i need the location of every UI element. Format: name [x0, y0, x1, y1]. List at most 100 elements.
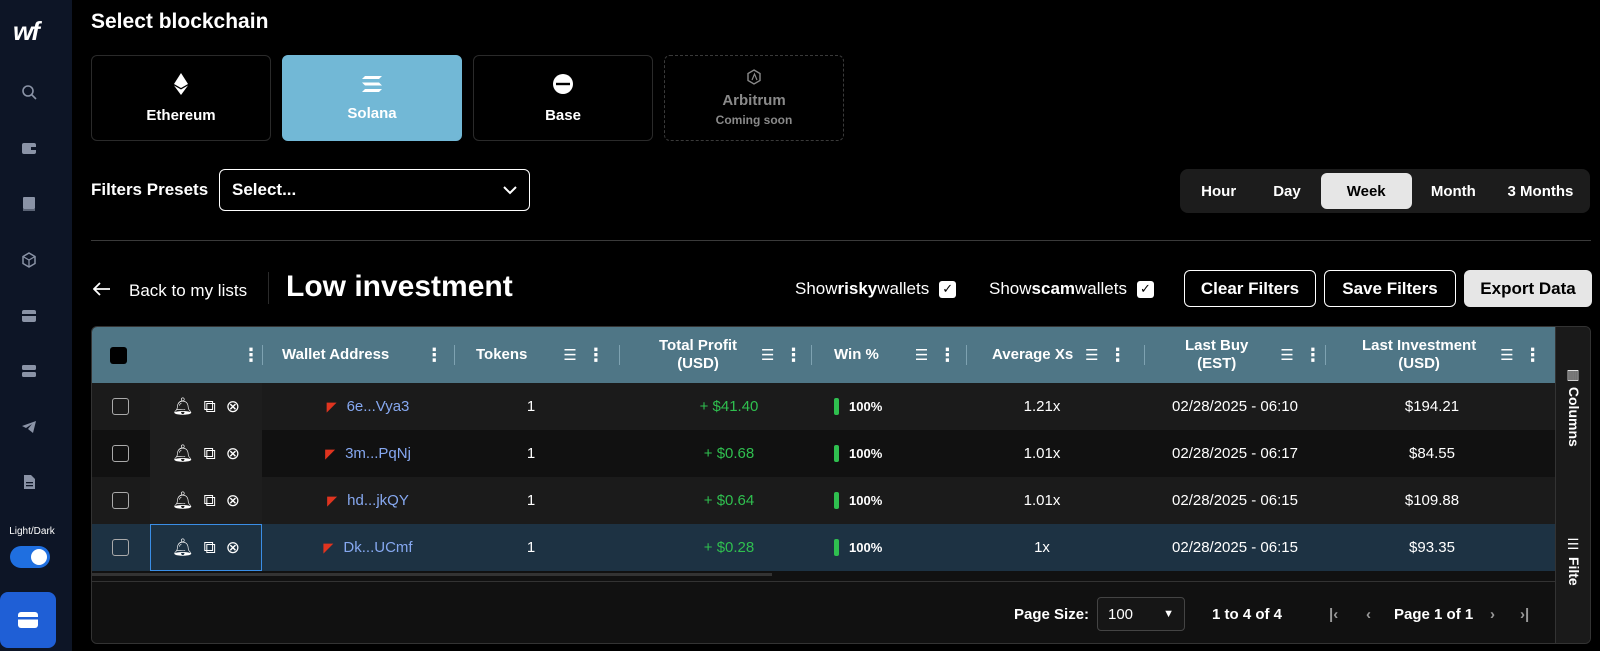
chain-card-ethereum[interactable]: Ethereum — [91, 55, 271, 141]
list-title: Low investment — [286, 270, 513, 303]
wallet-address[interactable]: hd...jkQY — [347, 492, 409, 509]
horizontal-scrollbar[interactable] — [92, 573, 772, 576]
header-last-buy[interactable]: Last Buy (EST) ☰ ⋮ — [1185, 327, 1322, 383]
filter-icon[interactable]: ☰ — [1085, 347, 1099, 364]
clear-filters-button[interactable]: Clear Filters — [1184, 270, 1316, 307]
kebab-icon[interactable]: ⋮ — [1108, 344, 1127, 365]
header-last-investment[interactable]: Last Investment (USD) ☰ ⋮ — [1362, 327, 1542, 383]
wallet-address[interactable]: 3m...PqNj — [345, 445, 411, 462]
bell-icon[interactable]: 🔔︎ — [172, 537, 194, 557]
remove-icon[interactable]: ⊗ — [225, 537, 240, 557]
row-checkbox[interactable] — [110, 524, 130, 571]
row-actions: 🔔︎ ⧉ ⊗ — [150, 430, 262, 477]
table-row[interactable]: 🔔︎ ⧉ ⊗ ◤ 3m...PqNj 1 + $0.68 100% 1.01x 02/… — [92, 430, 1555, 477]
risky-checkbox[interactable]: ✓ — [939, 280, 957, 298]
copy-icon[interactable]: ⧉ — [203, 537, 216, 557]
last-page-icon[interactable]: ›| — [1520, 605, 1530, 623]
telegram-icon[interactable] — [18, 416, 40, 438]
time-option-hour[interactable]: Hour — [1201, 182, 1237, 200]
header-wallet-address[interactable]: Wallet Address ⋮ — [282, 327, 443, 383]
page-size-select[interactable]: 100 ▼ — [1097, 597, 1185, 631]
header-average-xs[interactable]: Average Xs ☰ ⋮ — [992, 327, 1127, 383]
first-page-icon[interactable]: |‹ — [1329, 605, 1339, 623]
kebab-icon[interactable]: ⋮ — [1303, 344, 1322, 365]
kebab-icon[interactable]: ⋮ — [425, 344, 444, 365]
table-row[interactable]: 🔔︎ ⧉ ⊗ ◤ 6e...Vya3 1 + $41.40 100% 1.21x 02… — [92, 383, 1555, 430]
wallet-address[interactable]: 6e...Vya3 — [346, 398, 410, 415]
remove-icon[interactable]: ⊗ — [225, 443, 240, 463]
wallet-address-cell[interactable]: ◤ hd...jkQY — [282, 477, 454, 524]
copy-icon[interactable]: ⧉ — [203, 490, 216, 510]
bell-icon[interactable]: 🔔︎ — [172, 443, 194, 463]
row-checkbox[interactable] — [110, 383, 130, 430]
kebab-icon[interactable]: ⋮ — [938, 344, 957, 365]
scam-checkbox[interactable]: ✓ — [1136, 280, 1154, 298]
chain-card-base[interactable]: Base — [473, 55, 653, 141]
select-all-checkbox[interactable] — [110, 346, 127, 364]
prev-page-icon[interactable]: ‹ — [1366, 605, 1371, 623]
time-option-week[interactable]: Week — [1320, 173, 1412, 209]
book-icon[interactable] — [18, 193, 40, 215]
header-total-profit[interactable]: Total Profit (USD) ☰ ⋮ — [659, 327, 803, 383]
header-tokens[interactable]: Tokens ☰ ⋮ — [476, 327, 605, 383]
export-data-button[interactable]: Export Data — [1464, 270, 1592, 307]
copy-icon[interactable]: ⧉ — [203, 396, 216, 416]
document-icon[interactable] — [18, 471, 40, 493]
remove-icon[interactable]: ⊗ — [225, 490, 240, 510]
wallet-address-cell[interactable]: ◤ 3m...PqNj — [282, 430, 454, 477]
kebab-icon[interactable]: ⋮ — [784, 344, 803, 365]
time-option-day[interactable]: Day — [1273, 182, 1301, 200]
columns-panel-tab[interactable]: ▥ Columns — [1566, 367, 1582, 447]
cube-icon[interactable] — [18, 249, 40, 271]
win-bar — [834, 492, 839, 509]
filter-icon[interactable]: ☰ — [761, 347, 775, 364]
tokens-cell: 1 — [526, 492, 536, 509]
header-win-percent[interactable]: Win % ☰ ⋮ — [834, 327, 956, 383]
filter-icon[interactable]: ☰ — [1500, 347, 1514, 364]
kebab-icon[interactable]: ⋮ — [586, 344, 605, 365]
wallet-icon[interactable] — [18, 137, 40, 159]
back-to-lists-link[interactable]: Back to my lists — [92, 279, 247, 302]
columns-label: Columns — [1566, 386, 1582, 447]
filter-icon[interactable]: ☰ — [1280, 347, 1294, 364]
search-icon[interactable] — [18, 81, 40, 103]
copy-icon[interactable]: ⧉ — [203, 443, 216, 463]
filter-icon[interactable]: ☰ — [914, 347, 929, 364]
show-risky-toggle[interactable]: Show ​risky wallets ✓ — [795, 279, 957, 299]
table-row[interactable]: 🔔︎ ⧉ ⊗ ◤ hd...jkQY 1 + $0.64 100% 1.01x 02/… — [92, 477, 1555, 524]
bell-icon[interactable]: 🔔︎ — [172, 490, 194, 510]
coming-soon-label: Coming soon — [715, 113, 793, 127]
next-page-icon[interactable]: › — [1490, 605, 1495, 623]
wallet-address-cell[interactable]: ◤ Dk...UCmf — [282, 524, 454, 571]
wallet-button[interactable] — [0, 592, 56, 648]
header-separator — [811, 345, 812, 365]
kebab-icon[interactable]: ⋮ — [1523, 344, 1542, 365]
server-icon[interactable] — [18, 360, 40, 382]
table-side-panel: ▥ Columns ☰ Filte — [1555, 327, 1590, 643]
row-checkbox[interactable] — [110, 430, 130, 477]
save-filters-button[interactable]: Save Filters — [1324, 270, 1456, 307]
header-label: Total Profit (USD) — [659, 337, 737, 373]
show-scam-toggle[interactable]: Show scam wallets ✓ — [989, 279, 1154, 299]
card-icon[interactable] — [18, 305, 40, 327]
filters-preset-select[interactable]: Select... — [219, 169, 530, 211]
filters-panel-tab[interactable]: ☰ Filte — [1566, 537, 1582, 586]
remove-icon[interactable]: ⊗ — [225, 396, 240, 416]
win-bar — [834, 539, 839, 556]
theme-label: Light/Dark — [9, 526, 55, 537]
bell-icon[interactable]: 🔔︎ — [172, 396, 194, 416]
header-menu[interactable]: ⋮ — [232, 327, 260, 383]
scam-suffix: wallets — [1075, 279, 1127, 298]
app-logo[interactable]: wf — [13, 16, 40, 46]
row-checkbox[interactable] — [110, 477, 130, 524]
header-select-all[interactable] — [110, 327, 127, 383]
chain-card-solana[interactable]: Solana — [282, 55, 462, 141]
kebab-icon[interactable]: ⋮ — [242, 344, 260, 365]
table-row[interactable]: 🔔︎ ⧉ ⊗ ◤ Dk...UCmf 1 + $0.28 100% 1x 02/28/… — [92, 524, 1555, 571]
time-option-month[interactable]: Month — [1430, 182, 1476, 200]
filter-icon[interactable]: ☰ — [563, 347, 577, 364]
wallet-address-cell[interactable]: ◤ 6e...Vya3 — [282, 383, 454, 430]
wallet-address[interactable]: Dk...UCmf — [343, 539, 413, 556]
theme-toggle[interactable] — [10, 546, 50, 568]
time-option-3months[interactable]: 3 Months — [1507, 182, 1574, 200]
